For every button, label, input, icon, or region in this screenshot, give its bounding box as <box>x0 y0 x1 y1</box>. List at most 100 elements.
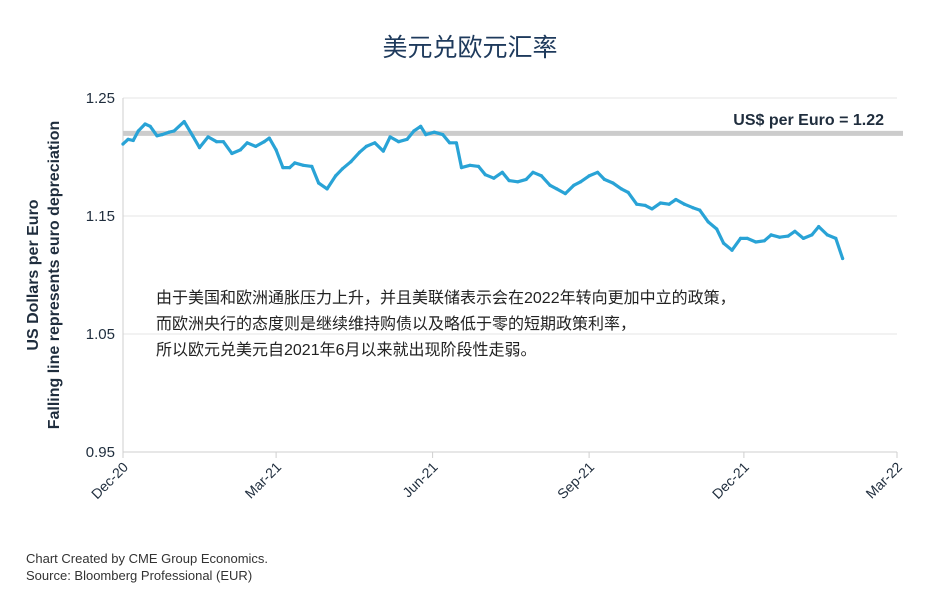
data-point <box>572 183 576 187</box>
data-point <box>215 140 219 144</box>
data-point <box>143 122 147 126</box>
data-point <box>810 233 814 237</box>
data-point <box>825 233 829 237</box>
data-point <box>778 235 782 239</box>
data-point <box>349 160 353 164</box>
data-point <box>136 129 140 133</box>
data-point <box>148 124 152 128</box>
data-point <box>121 142 125 146</box>
data-point <box>126 137 130 141</box>
x-tick-label: Mar-22 <box>862 459 905 502</box>
data-point <box>334 174 338 178</box>
data-point <box>373 141 377 145</box>
line-layer <box>121 119 845 261</box>
data-point <box>841 256 845 261</box>
data-point <box>691 206 695 210</box>
data-point <box>131 138 135 143</box>
data-point <box>698 208 702 212</box>
data-point <box>419 124 423 128</box>
data-point <box>448 141 452 145</box>
data-point <box>182 120 186 124</box>
data-point <box>424 133 428 137</box>
data-point <box>834 236 838 240</box>
data-point <box>507 179 511 183</box>
data-point <box>738 236 743 240</box>
data-point <box>706 220 710 224</box>
data-point <box>745 236 749 240</box>
data-point <box>817 225 821 229</box>
data-point <box>357 150 362 154</box>
data-point <box>288 166 292 170</box>
data-point <box>563 192 567 196</box>
x-tick-label: Mar-21 <box>242 459 285 502</box>
y-tick-label: 1.15 <box>86 208 115 225</box>
data-point <box>454 141 458 145</box>
data-point <box>483 173 487 177</box>
y-axis-label-line2: Falling line represents euro depreciatio… <box>46 121 63 430</box>
x-tick-label: Sep-21 <box>554 459 597 502</box>
data-point <box>459 166 464 170</box>
data-point <box>587 174 591 178</box>
source-line: Source: Bloomberg Professional (EUR) <box>26 568 253 583</box>
data-point <box>524 177 528 181</box>
data-point <box>325 187 329 191</box>
data-point <box>579 180 583 184</box>
data-point <box>643 203 647 207</box>
x-tick-label: Dec-20 <box>88 459 131 502</box>
data-point <box>754 240 758 244</box>
data-point <box>317 181 321 185</box>
data-point <box>769 233 773 237</box>
data-point <box>441 133 445 137</box>
eur-usd-line <box>121 119 845 261</box>
data-point <box>801 236 806 240</box>
data-point <box>555 187 559 191</box>
y-tick-label: 1.25 <box>86 90 115 107</box>
data-point <box>611 181 615 185</box>
data-point <box>432 130 436 134</box>
data-point <box>539 174 544 178</box>
y-axis-label-line1: US Dollars per Euro <box>25 199 42 350</box>
data-point <box>667 202 671 206</box>
data-point <box>468 163 472 167</box>
data-point <box>167 130 171 134</box>
data-point <box>658 201 663 205</box>
data-point <box>364 144 368 148</box>
data-point <box>206 135 210 139</box>
data-point <box>381 149 385 153</box>
data-point <box>160 133 164 137</box>
data-point <box>531 170 535 174</box>
data-point <box>230 151 234 156</box>
credit-line: Chart Created by CME Group Economics. <box>26 551 269 566</box>
data-point <box>155 134 159 138</box>
annotation-line-1: 由于美国和欧洲通胀压力上升，并且美联储表示会在2022年转向更加中立的政策， <box>156 289 736 307</box>
data-point <box>267 136 271 140</box>
data-point <box>548 183 552 187</box>
x-tick-label: Dec-21 <box>709 459 752 502</box>
data-point <box>492 176 496 180</box>
data-point <box>500 170 504 174</box>
data-point <box>596 170 600 174</box>
data-point <box>238 148 242 152</box>
data-point <box>412 129 416 133</box>
data-point <box>682 202 687 206</box>
data-point <box>191 134 195 138</box>
annotation-line-2: 而欧洲央行的态度则是继续维持购债以及略低于零的短期政策利率， <box>156 315 636 333</box>
annotation-line-3: 所以欧元兑美元自2021年6月以来就出现阶段性走弱。 <box>156 341 537 359</box>
data-point <box>281 166 285 170</box>
chart-title: 美元兑欧元汇率 <box>382 33 558 62</box>
data-point <box>762 239 766 243</box>
data-point <box>340 167 344 171</box>
data-point <box>650 207 654 211</box>
data-point <box>245 141 249 145</box>
data-point <box>310 164 314 168</box>
data-point <box>619 187 624 191</box>
data-point <box>602 177 607 181</box>
data-point <box>715 227 719 231</box>
x-tick-label: Jun-21 <box>399 459 441 501</box>
data-point <box>397 140 401 144</box>
data-point <box>626 190 630 194</box>
data-point <box>674 197 678 202</box>
data-point <box>254 144 258 148</box>
data-point <box>172 129 176 133</box>
